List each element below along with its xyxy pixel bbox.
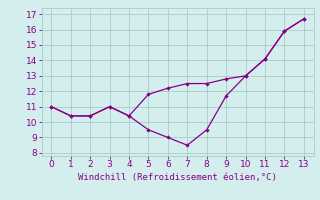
X-axis label: Windchill (Refroidissement éolien,°C): Windchill (Refroidissement éolien,°C) bbox=[78, 173, 277, 182]
